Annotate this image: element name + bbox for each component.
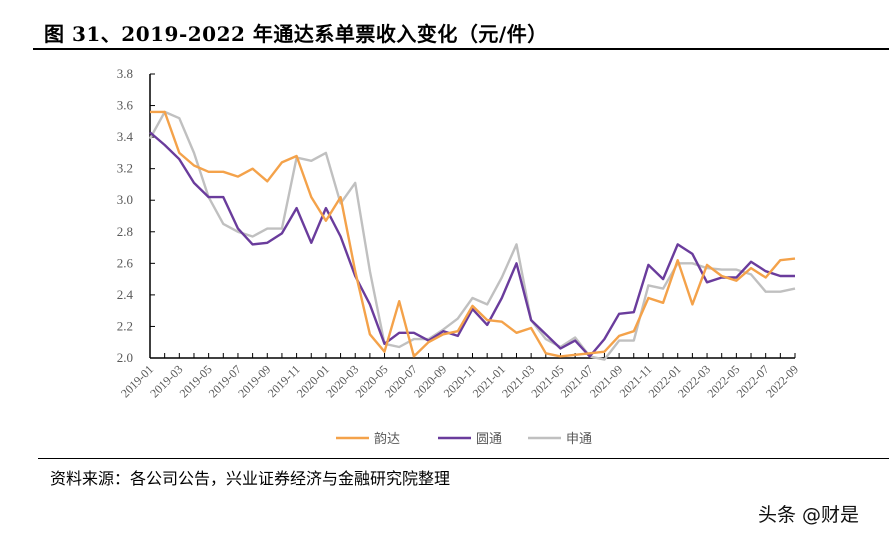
series-line bbox=[149, 131, 795, 358]
title-divider bbox=[33, 48, 889, 50]
source-divider bbox=[38, 458, 889, 459]
y-tick-label: 3.6 bbox=[117, 98, 134, 113]
x-tick-label: 2021-09 bbox=[587, 362, 625, 400]
y-tick-label: 3.2 bbox=[117, 161, 133, 176]
watermark: 头条 @财是 bbox=[758, 504, 860, 526]
source-note: 资料来源：各公司公告，兴业证券经济与金融研究院整理 bbox=[50, 469, 451, 488]
y-tick-label: 3.8 bbox=[117, 66, 133, 81]
series-line bbox=[148, 110, 796, 361]
series-line bbox=[150, 110, 796, 358]
series-lines bbox=[148, 110, 796, 361]
legend-label: 韵达 bbox=[374, 431, 400, 446]
y-tick-label: 3.4 bbox=[117, 129, 134, 144]
legend-label: 圆通 bbox=[476, 431, 502, 446]
x-tick-label: 2020-09 bbox=[411, 362, 449, 400]
y-tick-label: 2.2 bbox=[117, 318, 133, 333]
legend-label: 申通 bbox=[566, 431, 592, 446]
y-tick-label: 2.8 bbox=[117, 224, 133, 239]
y-tick-label: 2.4 bbox=[117, 287, 134, 302]
legend: 韵达 圆通 申通 bbox=[336, 431, 592, 446]
y-tick-label: 2.6 bbox=[117, 255, 134, 270]
x-tick-label: 2022-09 bbox=[763, 362, 801, 400]
x-axis: 2019-012019-032019-052019-072019-092019-… bbox=[118, 353, 801, 400]
y-tick-label: 2.0 bbox=[117, 350, 133, 365]
y-axis: 2.0 2.2 2.4 2.6 2.8 3.0 3.2 3.4 3.6 3.8 bbox=[117, 66, 155, 365]
chart-title: 图 31、2019-2022 年通达系单票收入变化（元/件） bbox=[44, 22, 548, 46]
x-tick-label: 2019-09 bbox=[235, 362, 273, 400]
y-tick-label: 3.0 bbox=[117, 192, 133, 207]
